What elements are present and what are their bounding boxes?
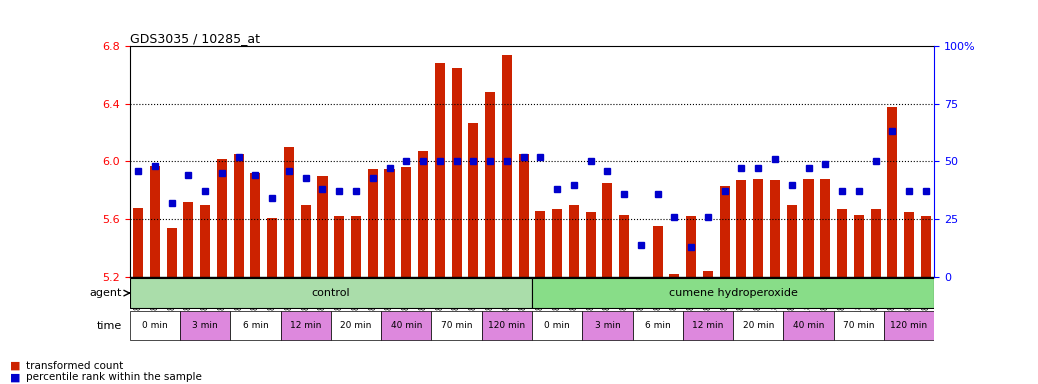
Bar — [133, 208, 143, 277]
Bar — [485, 92, 495, 277]
FancyBboxPatch shape — [130, 311, 180, 340]
Bar — [267, 218, 277, 277]
Bar — [435, 63, 445, 277]
Bar — [636, 277, 646, 291]
Bar — [184, 202, 193, 277]
Text: 12 min: 12 min — [692, 321, 723, 330]
FancyBboxPatch shape — [632, 311, 683, 340]
Bar — [318, 176, 328, 277]
Bar — [167, 228, 176, 277]
Text: 3 min: 3 min — [192, 321, 218, 330]
Text: 120 min: 120 min — [891, 321, 928, 330]
Text: agent: agent — [89, 288, 121, 298]
FancyBboxPatch shape — [381, 311, 432, 340]
Bar — [719, 186, 730, 277]
Bar — [569, 205, 579, 277]
FancyBboxPatch shape — [582, 311, 632, 340]
Text: 6 min: 6 min — [243, 321, 268, 330]
Bar — [501, 55, 512, 277]
Text: cumene hydroperoxide: cumene hydroperoxide — [668, 288, 797, 298]
FancyBboxPatch shape — [884, 311, 934, 340]
Bar — [452, 68, 462, 277]
Bar — [402, 167, 411, 277]
Bar — [787, 205, 797, 277]
Bar — [284, 147, 294, 277]
Bar — [418, 151, 428, 277]
FancyBboxPatch shape — [280, 311, 331, 340]
Text: 20 min: 20 min — [340, 321, 372, 330]
Bar — [367, 169, 378, 277]
Bar — [619, 215, 629, 277]
Bar — [200, 205, 210, 277]
FancyBboxPatch shape — [531, 311, 582, 340]
Bar — [803, 179, 814, 277]
Text: 70 min: 70 min — [843, 321, 875, 330]
Bar — [301, 205, 310, 277]
FancyBboxPatch shape — [733, 311, 784, 340]
Text: control: control — [311, 288, 350, 298]
Text: 0 min: 0 min — [544, 321, 570, 330]
Text: 3 min: 3 min — [595, 321, 621, 330]
Bar — [149, 166, 160, 277]
Text: 6 min: 6 min — [645, 321, 671, 330]
FancyBboxPatch shape — [432, 311, 482, 340]
Bar — [602, 183, 612, 277]
FancyBboxPatch shape — [834, 311, 884, 340]
Text: GDS3035 / 10285_at: GDS3035 / 10285_at — [130, 32, 260, 45]
FancyBboxPatch shape — [531, 278, 934, 308]
Bar — [686, 216, 696, 277]
Text: 40 min: 40 min — [390, 321, 422, 330]
Text: 0 min: 0 min — [142, 321, 168, 330]
Bar — [871, 209, 880, 277]
Bar — [351, 216, 361, 277]
Text: time: time — [97, 321, 121, 331]
FancyBboxPatch shape — [683, 311, 733, 340]
Bar — [754, 179, 763, 277]
Bar — [904, 212, 914, 277]
Text: ■: ■ — [10, 372, 21, 382]
Bar — [519, 154, 528, 277]
Bar — [536, 210, 545, 277]
Text: percentile rank within the sample: percentile rank within the sample — [26, 372, 201, 382]
Text: transformed count: transformed count — [26, 361, 124, 371]
Text: 120 min: 120 min — [488, 321, 525, 330]
Bar — [770, 180, 780, 277]
Bar — [853, 215, 864, 277]
Text: ■: ■ — [10, 361, 21, 371]
FancyBboxPatch shape — [180, 311, 230, 340]
Bar — [887, 107, 897, 277]
FancyBboxPatch shape — [130, 278, 531, 308]
Text: 40 min: 40 min — [793, 321, 824, 330]
Bar — [820, 179, 830, 277]
Bar — [334, 216, 345, 277]
Bar — [670, 274, 680, 277]
Bar — [736, 180, 746, 277]
FancyBboxPatch shape — [230, 311, 280, 340]
Bar — [468, 122, 479, 277]
Text: 70 min: 70 min — [441, 321, 472, 330]
Bar — [250, 173, 261, 277]
FancyBboxPatch shape — [784, 311, 834, 340]
FancyBboxPatch shape — [482, 311, 531, 340]
Bar — [384, 169, 394, 277]
Bar — [703, 271, 713, 277]
Text: 20 min: 20 min — [742, 321, 774, 330]
Bar — [837, 209, 847, 277]
Bar — [921, 216, 931, 277]
Bar — [234, 154, 244, 277]
Bar — [585, 212, 596, 277]
Bar — [653, 227, 662, 277]
Text: 12 min: 12 min — [290, 321, 322, 330]
FancyBboxPatch shape — [331, 311, 381, 340]
Bar — [552, 209, 563, 277]
Bar — [217, 159, 227, 277]
